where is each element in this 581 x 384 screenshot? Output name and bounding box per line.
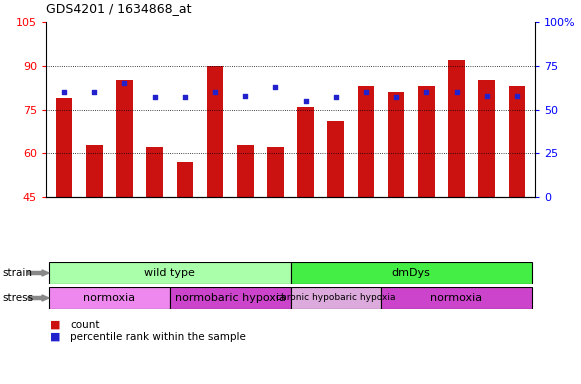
Bar xyxy=(170,288,290,309)
Bar xyxy=(116,80,133,197)
Bar xyxy=(508,86,525,197)
Bar xyxy=(328,121,344,197)
Text: dmDys: dmDys xyxy=(392,268,431,278)
Point xyxy=(331,94,340,100)
Bar xyxy=(290,288,381,309)
Text: ■: ■ xyxy=(50,332,60,342)
Point xyxy=(361,89,371,95)
Point xyxy=(241,93,250,99)
Point xyxy=(271,84,280,90)
Point xyxy=(422,89,431,95)
Point xyxy=(301,98,310,104)
Point xyxy=(120,80,129,86)
Bar xyxy=(237,144,253,197)
Point xyxy=(210,89,220,95)
Point xyxy=(452,89,461,95)
Bar xyxy=(207,66,223,197)
Bar xyxy=(177,162,193,197)
Text: normobaric hypoxia: normobaric hypoxia xyxy=(175,293,286,303)
Bar xyxy=(146,147,163,197)
Text: ■: ■ xyxy=(50,320,60,330)
Point xyxy=(150,94,159,100)
Text: normoxia: normoxia xyxy=(83,293,135,303)
Point xyxy=(59,89,69,95)
Bar xyxy=(49,262,290,283)
Bar xyxy=(418,86,435,197)
Point xyxy=(180,94,189,100)
Bar xyxy=(381,288,532,309)
Bar xyxy=(86,144,103,197)
Text: wild type: wild type xyxy=(144,268,195,278)
Point xyxy=(482,93,492,99)
Bar xyxy=(267,147,284,197)
Bar xyxy=(56,98,73,197)
Point xyxy=(392,94,401,100)
Text: count: count xyxy=(70,320,100,330)
Bar xyxy=(478,80,495,197)
Text: stress: stress xyxy=(2,293,33,303)
Bar xyxy=(49,288,170,309)
Bar xyxy=(290,262,532,283)
Bar xyxy=(297,107,314,197)
Text: normoxia: normoxia xyxy=(431,293,483,303)
Bar xyxy=(388,92,404,197)
Text: percentile rank within the sample: percentile rank within the sample xyxy=(70,332,246,342)
Point xyxy=(512,93,522,99)
Point xyxy=(89,89,99,95)
Text: strain: strain xyxy=(2,268,32,278)
Bar xyxy=(358,86,374,197)
Text: chronic hypobaric hypoxia: chronic hypobaric hypoxia xyxy=(276,293,396,303)
Bar xyxy=(448,60,465,197)
Text: GDS4201 / 1634868_at: GDS4201 / 1634868_at xyxy=(46,2,192,15)
